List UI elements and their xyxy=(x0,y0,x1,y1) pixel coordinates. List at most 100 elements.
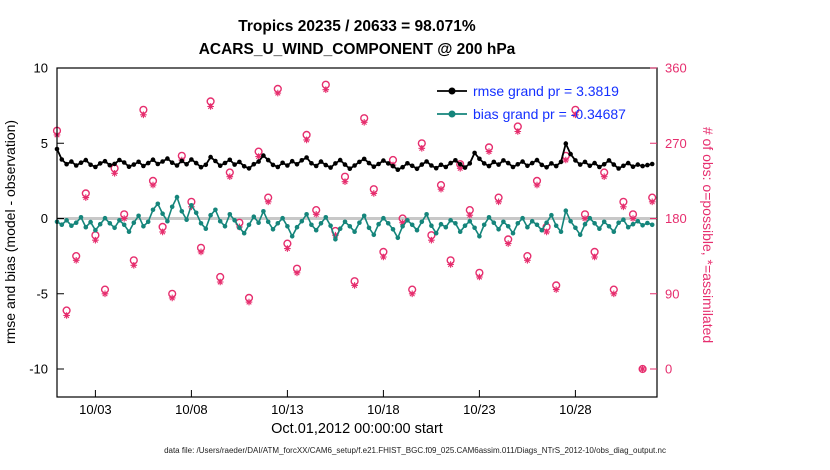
legend-label: bias grand pr = -0.34687 xyxy=(473,106,626,122)
rmse-point-marker xyxy=(645,162,650,168)
rmse-point-marker xyxy=(145,160,151,166)
rmse-point-marker xyxy=(405,161,410,166)
bias-point-marker xyxy=(505,224,511,229)
bias-point-marker xyxy=(88,219,93,225)
bias-point-marker xyxy=(294,224,300,230)
rmse-point-marker xyxy=(640,163,645,169)
bias-point-marker xyxy=(189,203,194,208)
obs-assimilated-marker xyxy=(120,215,128,222)
y-tick-label-right: 180 xyxy=(665,211,687,226)
rmse-point-marker xyxy=(453,158,458,163)
rmse-point-marker xyxy=(237,159,242,165)
bias-point-marker xyxy=(265,219,271,225)
rmse-point-marker xyxy=(285,163,290,168)
y-axis-label-right: # of obs: o=possible, *=assimilated xyxy=(700,127,716,343)
rmse-point-marker xyxy=(179,158,185,164)
bias-point-marker xyxy=(270,227,276,232)
rmse-point-marker xyxy=(213,158,218,164)
obs-assimilated-marker xyxy=(322,86,330,93)
rmse-point-marker xyxy=(419,162,425,167)
rmse-point-marker xyxy=(539,162,545,168)
rmse-point-marker xyxy=(189,157,194,162)
bias-point-marker xyxy=(352,229,357,234)
rmse-point-marker xyxy=(649,161,655,167)
rmse-point-marker xyxy=(88,162,93,168)
rmse-point-marker xyxy=(136,159,141,165)
bias-point-marker xyxy=(280,215,285,221)
bias-point-marker xyxy=(597,226,602,231)
rmse-point-marker xyxy=(165,156,170,161)
bias-point-marker xyxy=(313,227,319,233)
bias-point-marker xyxy=(337,226,343,231)
rmse-point-marker xyxy=(400,164,405,170)
rmse-point-marker xyxy=(246,166,252,171)
bias-point-marker xyxy=(616,220,621,225)
obs-assimilated-marker xyxy=(264,198,272,206)
rmse-point-marker xyxy=(438,162,444,168)
rmse-point-marker xyxy=(611,162,617,167)
rmse-point-marker xyxy=(323,162,329,168)
bias-point-marker xyxy=(309,222,314,228)
rmse-point-marker xyxy=(414,166,420,172)
bias-point-marker xyxy=(97,221,103,227)
obs-assimilated-marker xyxy=(274,89,282,97)
bias-point-marker xyxy=(112,225,117,231)
bias-point-marker xyxy=(510,230,516,236)
bias-point-marker xyxy=(203,226,209,231)
bias-point-marker xyxy=(558,229,564,234)
rmse-point-marker xyxy=(107,162,113,168)
rmse-point-marker xyxy=(376,161,381,167)
rmse-point-marker xyxy=(112,161,117,167)
rmse-point-marker xyxy=(525,163,530,169)
bias-point-marker xyxy=(318,221,324,226)
bias-point-marker xyxy=(73,220,79,225)
obs-assimilated-marker xyxy=(639,365,646,373)
rmse-point-marker xyxy=(621,163,626,169)
rmse-point-marker xyxy=(69,159,74,164)
obs-assimilated-marker xyxy=(312,211,320,218)
rmse-point-marker xyxy=(477,156,482,162)
rmse-point-marker xyxy=(448,160,453,166)
rmse-point-marker xyxy=(280,160,285,166)
rmse-point-marker xyxy=(232,162,237,167)
rmse-point-marker xyxy=(515,162,521,167)
rmse-point-marker xyxy=(347,166,353,171)
bias-point-marker xyxy=(395,235,401,241)
obs-assimilated-marker xyxy=(437,185,445,193)
rmse-point-marker xyxy=(385,161,391,166)
rmse-point-marker xyxy=(587,163,593,169)
rmse-point-marker xyxy=(97,161,103,166)
obs-assimilated-marker xyxy=(101,290,109,298)
obs-assimilated-marker xyxy=(140,111,147,119)
obs-assimilated-marker xyxy=(255,153,262,160)
bias-point-marker xyxy=(69,223,74,228)
bias-point-marker xyxy=(131,220,137,225)
obs-assimilated-marker xyxy=(245,298,253,306)
bias-point-marker xyxy=(213,207,218,213)
rmse-point-marker xyxy=(558,159,564,165)
bias-point-marker xyxy=(366,225,372,231)
obs-assimilated-marker xyxy=(303,136,310,144)
y-tick-label-left: -10 xyxy=(29,362,48,377)
rmse-point-marker xyxy=(395,167,401,172)
y-tick-label-right: 90 xyxy=(665,286,679,301)
x-tick-label: 10/08 xyxy=(175,402,208,417)
rmse-point-marker xyxy=(592,160,597,166)
bias-point-marker xyxy=(582,221,588,227)
bias-point-marker xyxy=(275,221,281,226)
bias-point-marker xyxy=(429,223,434,228)
bias-point-marker xyxy=(477,234,482,239)
rmse-point-marker xyxy=(328,165,333,170)
bias-point-marker xyxy=(611,229,617,234)
rmse-point-marker xyxy=(208,154,213,160)
obs-assimilated-marker xyxy=(168,294,176,302)
rmse-point-marker xyxy=(443,164,449,170)
rmse-point-marker xyxy=(294,162,300,167)
bias-point-marker xyxy=(419,219,425,225)
bias-point-marker xyxy=(625,224,631,230)
obs-assimilated-marker xyxy=(418,145,426,152)
rmse-point-marker xyxy=(318,159,324,164)
bias-point-marker xyxy=(405,218,410,223)
bias-point-marker xyxy=(150,207,156,213)
